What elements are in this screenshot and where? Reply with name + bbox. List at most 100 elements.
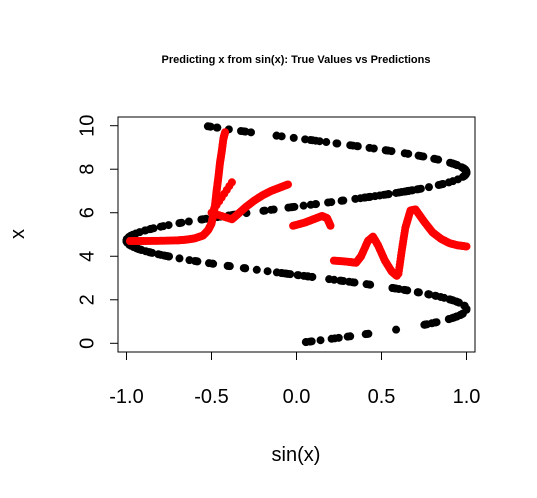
true-value-point (184, 217, 193, 226)
true-value-point (424, 290, 433, 299)
true-value-point (334, 333, 343, 342)
true-value-point (400, 187, 409, 196)
true-value-point (401, 286, 410, 295)
true-value-point (449, 313, 458, 322)
true-value-point (400, 149, 409, 158)
y-tick-label: 6 (76, 207, 98, 218)
true-value-point (283, 269, 292, 278)
y-tick-label: 4 (76, 251, 98, 262)
true-value-point (263, 267, 272, 276)
true-value-point (311, 200, 320, 209)
true-value-point (361, 193, 370, 202)
true-value-point (259, 206, 268, 215)
true-value-point (148, 248, 157, 257)
x-tick-label: -1.0 (109, 386, 143, 408)
true-value-point (448, 177, 457, 186)
true-value-point (272, 268, 281, 277)
x-axis-label: sin(x) (272, 444, 321, 466)
true-value-point (164, 252, 173, 261)
true-value-point (199, 215, 208, 224)
true-value-point (462, 305, 471, 314)
true-value-point (413, 288, 422, 297)
true-value-point (381, 190, 390, 199)
true-value-point (315, 137, 324, 146)
true-value-point (460, 165, 469, 174)
true-value-point (128, 230, 137, 239)
true-value-point (424, 183, 433, 192)
true-value-point (436, 180, 445, 189)
prediction-point (326, 221, 335, 230)
true-value-point (203, 122, 212, 131)
true-value-point (284, 203, 293, 212)
x-tick-label: -0.5 (194, 386, 228, 408)
true-value-point (223, 261, 232, 270)
true-value-point (141, 247, 150, 256)
true-value-point (431, 318, 440, 327)
true-value-point (237, 126, 246, 135)
true-value-point (366, 280, 375, 289)
prediction-point (284, 180, 292, 189)
true-value-point (241, 264, 250, 273)
true-value-point (346, 332, 355, 341)
true-value-point (324, 198, 333, 207)
x-tick-label: 0.5 (368, 386, 396, 408)
true-value-point (333, 139, 342, 148)
true-value-point (306, 337, 315, 346)
true-value-point (327, 334, 336, 343)
true-value-point (316, 336, 325, 345)
true-value-point (364, 329, 373, 338)
true-value-point (391, 284, 400, 293)
true-value-point (209, 259, 218, 268)
x-tick-label: 1.0 (453, 386, 481, 408)
prediction-point (462, 242, 471, 251)
true-value-point (269, 205, 278, 214)
true-value-point (304, 272, 313, 281)
true-value-point (132, 244, 141, 253)
y-axis-label: x (7, 229, 29, 239)
true-value-point (353, 142, 362, 151)
y-axis: x 0 2 4 6 8 10 (7, 115, 119, 349)
true-value-point (430, 154, 439, 163)
x-tick-label: 0.0 (283, 386, 311, 408)
true-value-point (369, 144, 378, 153)
true-value-point (325, 275, 334, 284)
true-value-point (322, 138, 331, 147)
true-value-point (339, 196, 348, 205)
true-value-point (419, 152, 428, 161)
true-value-point (175, 219, 184, 228)
true-value-point (416, 184, 425, 193)
true-value-point (381, 146, 390, 155)
true-value-point (336, 276, 345, 285)
true-value-point (299, 201, 308, 210)
true-value-point (247, 128, 256, 137)
true-value-point (351, 194, 360, 203)
true-value-point (345, 277, 354, 286)
y-tick-label: 2 (76, 294, 98, 305)
true-value-point (277, 132, 286, 141)
true-value-point (164, 221, 173, 230)
true-value-point (146, 224, 155, 233)
y-tick-label: 0 (76, 338, 98, 349)
true-value-point (301, 135, 310, 144)
true-value-point (408, 186, 417, 195)
true-value-point (294, 271, 303, 280)
true-value-point (252, 265, 261, 274)
true-value-point (289, 133, 298, 142)
true-value-point (431, 291, 440, 300)
true-value-point (449, 296, 458, 305)
x-axis: sin(x) -1.0 -0.5 0.0 0.5 1.0 (109, 351, 481, 466)
true-value-point (175, 254, 184, 263)
true-value-point (212, 123, 221, 132)
true-value-point (371, 192, 380, 201)
prediction-point (221, 128, 230, 137)
true-value-point (156, 250, 165, 259)
y-tick-label: 10 (76, 115, 98, 137)
predictions-series (125, 128, 471, 280)
true-values-series (122, 122, 471, 347)
true-value-point (392, 325, 401, 334)
y-tick-label: 8 (76, 164, 98, 175)
true-value-point (191, 257, 200, 266)
true-value-point (450, 160, 459, 169)
true-value-point (420, 320, 429, 329)
